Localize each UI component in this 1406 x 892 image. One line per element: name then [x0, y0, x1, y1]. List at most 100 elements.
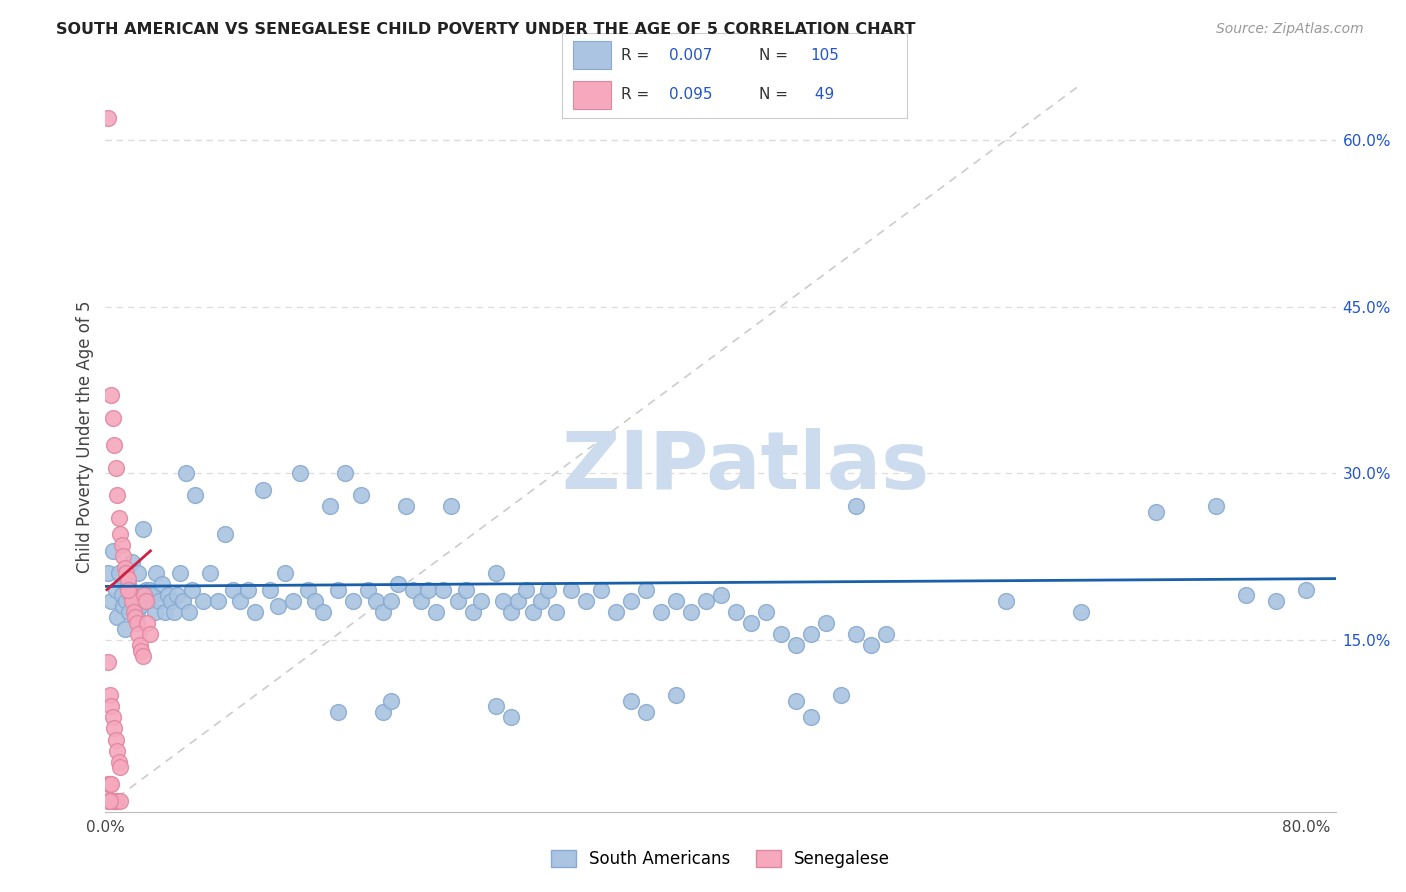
Point: [1234, 588, 1257, 602]
Point: [108, 510, 131, 524]
Point: [484, 699, 506, 714]
Point: [157, 588, 180, 602]
Point: [121, 594, 143, 608]
Point: [416, 582, 439, 597]
Point: [470, 594, 492, 608]
Point: [118, 605, 141, 619]
Point: [589, 582, 612, 597]
Point: [132, 522, 155, 536]
Point: [104, 794, 127, 808]
Point: [143, 605, 166, 619]
Point: [267, 599, 290, 614]
Point: [155, 605, 177, 619]
Point: [145, 566, 167, 580]
Point: [124, 610, 146, 624]
Point: [121, 555, 143, 569]
Point: [454, 582, 477, 597]
Point: [107, 794, 129, 808]
Point: [619, 694, 641, 708]
Text: SOUTH AMERICAN VS SENEGALESE CHILD POVERTY UNDER THE AGE OF 5 CORRELATION CHART: SOUTH AMERICAN VS SENEGALESE CHILD POVER…: [56, 22, 915, 37]
Point: [152, 577, 174, 591]
Point: [127, 566, 149, 580]
Point: [135, 594, 157, 608]
Point: [148, 594, 170, 608]
Point: [136, 615, 159, 630]
Point: [492, 594, 515, 608]
Point: [859, 638, 882, 652]
Point: [994, 594, 1017, 608]
Point: [100, 594, 122, 608]
Point: [169, 566, 191, 580]
Text: R =: R =: [621, 87, 654, 102]
Point: [129, 599, 152, 614]
Text: N =: N =: [759, 87, 793, 102]
Point: [574, 594, 596, 608]
Text: ZIPatlas: ZIPatlas: [561, 428, 929, 506]
Point: [222, 582, 245, 597]
Point: [634, 705, 657, 719]
Point: [124, 594, 146, 608]
Point: [409, 594, 432, 608]
Point: [97, 566, 120, 580]
Text: 105: 105: [810, 48, 839, 63]
Point: [290, 466, 312, 480]
Point: [172, 594, 194, 608]
Point: [97, 794, 120, 808]
Point: [108, 755, 131, 769]
Point: [709, 588, 731, 602]
Point: [98, 794, 121, 808]
Point: [484, 566, 506, 580]
Point: [101, 544, 124, 558]
Point: [134, 588, 156, 602]
Point: [110, 527, 132, 541]
Point: [380, 594, 402, 608]
Point: [425, 605, 447, 619]
Point: [461, 605, 484, 619]
Point: [110, 794, 132, 808]
Point: [1295, 582, 1317, 597]
Text: R =: R =: [621, 48, 654, 63]
Point: [319, 500, 342, 514]
Point: [120, 588, 142, 602]
Point: [127, 627, 149, 641]
Point: [349, 488, 371, 502]
Point: [724, 605, 747, 619]
Point: [664, 594, 686, 608]
Point: [634, 582, 657, 597]
Point: [103, 794, 125, 808]
Point: [357, 582, 380, 597]
Point: [1144, 505, 1167, 519]
Point: [800, 710, 823, 724]
Point: [117, 582, 139, 597]
Point: [100, 777, 122, 791]
Point: [98, 688, 121, 702]
Point: [101, 794, 124, 808]
Point: [176, 466, 198, 480]
Point: [380, 694, 402, 708]
Point: [114, 622, 136, 636]
Legend: South Americans, Senegalese: South Americans, Senegalese: [544, 843, 897, 874]
Y-axis label: Child Poverty Under the Age of 5: Child Poverty Under the Age of 5: [76, 301, 94, 574]
Point: [98, 777, 121, 791]
Point: [785, 694, 807, 708]
Point: [326, 582, 349, 597]
Point: [875, 627, 897, 641]
Point: [122, 605, 145, 619]
Point: [252, 483, 274, 497]
Point: [312, 605, 335, 619]
Point: [103, 438, 125, 452]
Text: 49: 49: [810, 87, 835, 102]
Point: [650, 605, 672, 619]
Point: [139, 582, 162, 597]
Point: [191, 594, 214, 608]
Point: [179, 605, 201, 619]
Point: [108, 566, 131, 580]
Point: [394, 500, 416, 514]
Point: [166, 588, 188, 602]
Point: [118, 582, 141, 597]
Point: [131, 644, 153, 658]
Point: [515, 582, 537, 597]
Point: [107, 610, 129, 624]
Point: [297, 582, 319, 597]
Point: [107, 488, 129, 502]
